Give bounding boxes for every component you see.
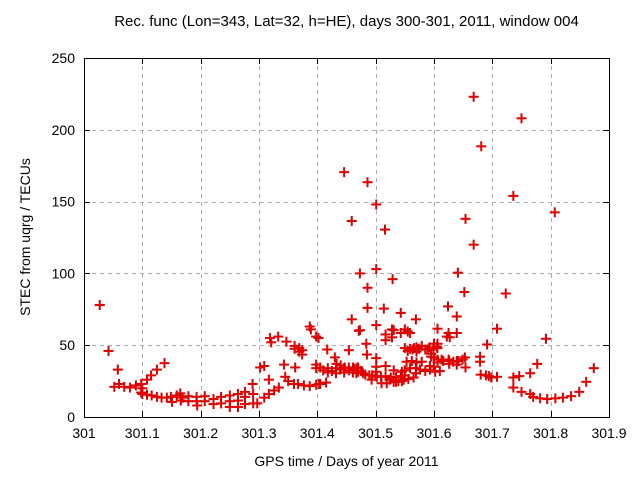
y-tick-labels: 0 50 100 150 200 250 (52, 50, 76, 425)
x-tick-label: 301.5 (358, 425, 393, 441)
chart-title: Rec. func (Lon=343, Lat=32, h=HE), days … (114, 13, 579, 30)
y-axis-label: STEC from uqrg / TECUs (17, 158, 33, 316)
y-tick-label: 150 (52, 194, 76, 210)
x-tick-label: 301.8 (533, 425, 568, 441)
data-points (94, 91, 599, 412)
y-tick-label: 0 (67, 409, 75, 425)
x-tick-labels: 301 301.1 301.2 301.3 301.4 301.5 301.6 301.7 30… (72, 425, 626, 441)
x-tick-label: 301.1 (125, 425, 160, 441)
x-tick-label: 301 (72, 425, 96, 441)
x-tick-label: 301.2 (183, 425, 218, 441)
x-tick-label: 301.9 (591, 425, 626, 441)
x-tick-label: 301.7 (475, 425, 510, 441)
x-tick-label: 301.4 (300, 425, 335, 441)
x-axis-label: GPS time / Days of year 2011 (254, 453, 439, 469)
plot-border (84, 58, 610, 418)
y-tick-label: 250 (52, 50, 76, 66)
x-tick-label: 301.3 (241, 425, 276, 441)
x-tick-label: 301.6 (416, 425, 451, 441)
grid-lines (84, 58, 609, 417)
y-tick-label: 200 (52, 122, 76, 138)
y-tick-label: 100 (52, 265, 76, 281)
y-tick-label: 50 (59, 337, 75, 353)
